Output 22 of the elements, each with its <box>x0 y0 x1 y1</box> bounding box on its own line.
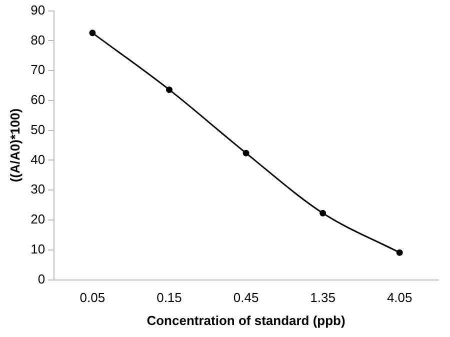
y-tick-label: 90 <box>30 2 46 18</box>
y-tick-label: 70 <box>30 62 46 78</box>
y-tick-label: 0 <box>38 271 46 286</box>
x-axis-title: Concentration of standard (ppb) <box>146 312 346 328</box>
y-tick-label: 40 <box>30 152 46 167</box>
y-tick-label: 10 <box>30 241 46 256</box>
y-tick-label: 20 <box>30 212 46 227</box>
point <box>89 30 96 36</box>
y-tick-label: 30 <box>30 182 46 197</box>
x-tick-label: 4.05 <box>386 290 412 306</box>
point <box>242 150 250 156</box>
x-tick-label: 1.35 <box>310 290 336 306</box>
x-tick-label: 0.45 <box>233 290 259 306</box>
y-axis-title: ((A/A0)*100) <box>7 108 22 182</box>
point <box>396 249 403 256</box>
x-tick-label: 0.05 <box>80 290 106 306</box>
y-tick-label: 80 <box>30 32 46 48</box>
y-tick-label: 50 <box>30 122 46 137</box>
point <box>166 86 172 93</box>
y-tick-label: 60 <box>30 92 46 108</box>
x-tick-label: 0.15 <box>156 290 182 306</box>
point <box>320 210 326 216</box>
